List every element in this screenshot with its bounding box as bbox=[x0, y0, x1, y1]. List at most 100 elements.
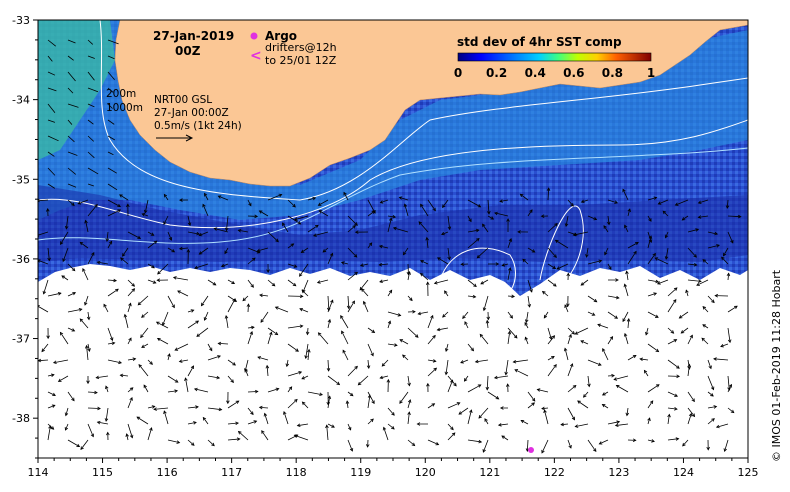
current-vector-head bbox=[209, 347, 213, 352]
current-vector-head bbox=[451, 432, 456, 436]
current-vector bbox=[301, 247, 309, 253]
current-vector-head bbox=[38, 305, 40, 309]
current-vector-head bbox=[292, 203, 296, 208]
current-vector bbox=[282, 222, 289, 233]
current-vector bbox=[567, 327, 575, 335]
current-vector bbox=[687, 407, 695, 417]
current-vector-head bbox=[723, 448, 727, 453]
current-vector bbox=[467, 238, 480, 249]
current-vector bbox=[547, 364, 557, 377]
current-vector-head bbox=[111, 341, 116, 346]
current-vector-head bbox=[420, 260, 424, 264]
current-vector-head bbox=[554, 223, 558, 227]
y-tick-label: -35 bbox=[12, 173, 30, 186]
current-vector-head bbox=[572, 384, 577, 389]
current-vector bbox=[427, 335, 436, 345]
current-vector-head bbox=[494, 211, 498, 216]
current-vector-head bbox=[253, 420, 258, 424]
current-vector-head bbox=[307, 348, 311, 353]
current-vector-head bbox=[132, 357, 137, 361]
current-vector-head bbox=[531, 402, 536, 406]
current-vector bbox=[716, 423, 729, 428]
current-vector-head bbox=[673, 287, 678, 291]
current-vector bbox=[707, 391, 714, 397]
current-vector bbox=[167, 247, 175, 253]
current-vector-head bbox=[195, 320, 200, 324]
current-vector-head bbox=[460, 360, 464, 364]
current-vector-head bbox=[572, 232, 577, 237]
current-vector bbox=[261, 430, 269, 441]
current-vector bbox=[47, 292, 61, 297]
current-vector-head bbox=[407, 411, 411, 416]
current-vector-head bbox=[564, 223, 569, 228]
eddy-contour bbox=[439, 247, 516, 297]
current-vector-head bbox=[412, 309, 416, 314]
current-vector-head bbox=[129, 387, 134, 391]
current-vector bbox=[437, 257, 449, 265]
current-vector bbox=[665, 231, 669, 238]
current-vector bbox=[82, 268, 89, 281]
current-vector-head bbox=[564, 304, 568, 309]
current-vector-head bbox=[224, 250, 228, 255]
y-tick-label: -36 bbox=[12, 253, 30, 266]
current-vector-head bbox=[249, 331, 254, 335]
current-vector-head bbox=[501, 263, 506, 267]
current-vector bbox=[647, 417, 651, 425]
current-vector-head bbox=[242, 297, 247, 302]
current-vector bbox=[599, 439, 609, 445]
current-vector-head bbox=[198, 232, 203, 237]
current-vector bbox=[267, 194, 282, 201]
current-vector-head bbox=[90, 433, 95, 438]
current-vector-head bbox=[519, 193, 524, 198]
current-vector-head bbox=[167, 353, 171, 358]
current-vector-head bbox=[46, 335, 50, 340]
current-vector bbox=[387, 321, 391, 329]
current-vector bbox=[647, 197, 657, 201]
current-vector-head bbox=[354, 230, 359, 234]
current-vector bbox=[464, 375, 469, 382]
current-vector bbox=[682, 439, 689, 447]
current-vector bbox=[581, 199, 589, 203]
current-vector-head bbox=[80, 446, 84, 451]
current-vector-head bbox=[57, 378, 62, 382]
current-vector-head bbox=[292, 282, 297, 287]
current-vector-head bbox=[38, 198, 40, 203]
current-vector bbox=[227, 359, 236, 366]
current-vector bbox=[227, 298, 236, 313]
current-vector bbox=[420, 260, 429, 265]
current-vector bbox=[586, 247, 589, 258]
current-vector bbox=[126, 433, 129, 441]
current-vector bbox=[187, 320, 199, 329]
current-vector-head bbox=[388, 289, 393, 294]
current-vector bbox=[482, 439, 489, 453]
current-vector bbox=[105, 407, 109, 422]
current-vector-head bbox=[233, 298, 238, 302]
current-vector-head bbox=[444, 348, 449, 352]
current-vector bbox=[124, 314, 129, 329]
current-vector-head bbox=[50, 373, 55, 377]
current-vector bbox=[67, 167, 76, 175]
current-vector-head bbox=[326, 367, 331, 372]
current-vector-head bbox=[580, 282, 585, 286]
current-vector-head bbox=[490, 216, 495, 220]
current-vector-head bbox=[737, 214, 742, 219]
current-vector bbox=[177, 290, 189, 297]
current-vector bbox=[341, 330, 349, 345]
current-vector bbox=[580, 340, 589, 345]
current-vector bbox=[520, 420, 529, 425]
current-vector bbox=[207, 355, 221, 361]
current-vector-head bbox=[378, 262, 383, 267]
current-vector-head bbox=[570, 203, 574, 207]
x-tick-label: 122 bbox=[544, 466, 565, 479]
current-vector-head bbox=[217, 355, 221, 359]
current-vector bbox=[379, 245, 389, 249]
current-vector-head bbox=[420, 203, 424, 208]
current-vector bbox=[675, 199, 689, 206]
current-vector bbox=[363, 301, 369, 313]
current-vector-head bbox=[149, 427, 153, 431]
current-vector bbox=[527, 402, 535, 409]
current-vector bbox=[127, 337, 132, 345]
current-vector bbox=[607, 311, 618, 319]
current-vector-head bbox=[541, 406, 545, 411]
current-vector-head bbox=[153, 240, 158, 245]
